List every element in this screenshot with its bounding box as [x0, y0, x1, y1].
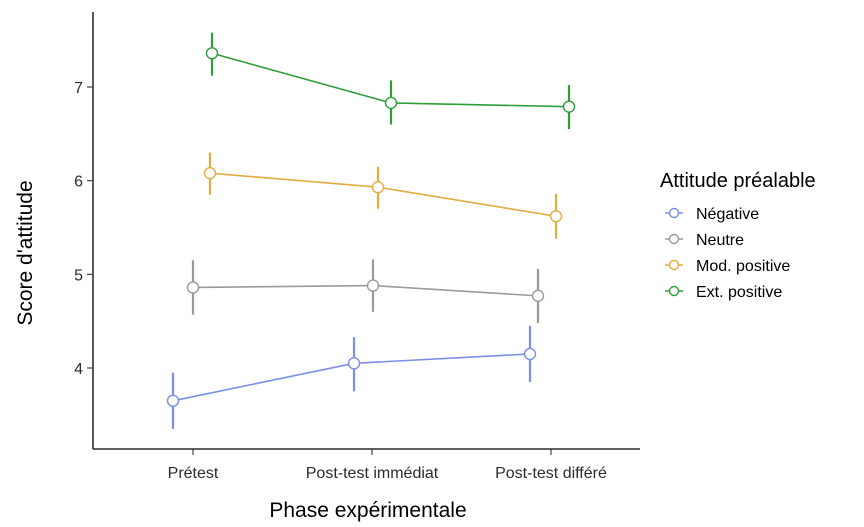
series-1 — [186, 259, 545, 324]
series-0 — [166, 325, 537, 429]
legend-item-3: Ext. positive — [665, 284, 782, 301]
data-point-1-1 — [366, 279, 380, 292]
data-point-3-1 — [384, 96, 398, 110]
y-tick-label-3: 7 — [74, 80, 83, 97]
data-point-1-2 — [531, 289, 545, 303]
x-tick-label-1: Post-test immédiat — [306, 465, 439, 482]
legend-label-3: Ext. positive — [696, 284, 782, 301]
legend-item-0: Négative — [665, 206, 759, 223]
data-point-3-2 — [562, 100, 576, 113]
legend-item-1: Neutre — [665, 232, 744, 249]
series-2 — [203, 152, 563, 239]
x-ticks: Prétest Post-test immédiat Post-test diffé… — [168, 449, 607, 482]
y-ticks: 4 5 6 7 — [74, 80, 93, 378]
legend: Attitude préalable Négative Neutre Mod. po… — [660, 170, 816, 301]
legend-swatch-point-1 — [668, 233, 680, 245]
y-tick-label-0: 4 — [74, 361, 83, 378]
x-axis-title: Phase expérimentale — [269, 499, 466, 522]
data-point-1-0 — [186, 281, 200, 294]
y-axis-title: Score d'attitude — [14, 180, 37, 325]
y-tick-label-2: 6 — [74, 174, 83, 191]
legend-label-1: Neutre — [696, 232, 744, 249]
series-3 — [205, 32, 576, 130]
legend-swatch-point-2 — [668, 259, 680, 271]
series-group — [166, 32, 576, 429]
series-line-1 — [192, 284, 539, 297]
legend-item-2: Mod. positive — [665, 258, 790, 275]
legend-items: Négative Neutre Mod. positive Ext. positive — [665, 206, 790, 301]
series-line-2 — [209, 172, 557, 218]
data-point-3-0 — [205, 47, 219, 60]
axes — [92, 12, 640, 450]
legend-swatch-point-0 — [668, 207, 680, 219]
x-tick-label-2: Post-test différé — [495, 465, 607, 482]
data-point-0-2 — [523, 347, 537, 361]
legend-label-2: Mod. positive — [696, 258, 790, 275]
y-tick-label-1: 5 — [74, 267, 83, 284]
data-point-0-1 — [347, 357, 361, 370]
legend-swatch-point-3 — [668, 285, 680, 297]
data-point-2-1 — [371, 181, 385, 194]
legend-label-0: Négative — [696, 206, 759, 223]
data-point-2-0 — [203, 166, 217, 180]
x-tick-label-0: Prétest — [168, 465, 219, 482]
data-point-2-2 — [549, 210, 563, 223]
data-point-0-0 — [166, 394, 180, 407]
legend-title: Attitude préalable — [660, 170, 816, 192]
